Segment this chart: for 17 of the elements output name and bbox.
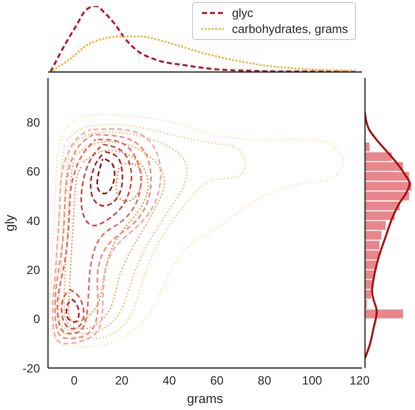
x-tick-label: 0: [70, 374, 78, 388]
y-tick-label: 60: [26, 164, 40, 179]
y-tick-label: 40: [26, 214, 40, 228]
y-tick-label: 0: [33, 312, 40, 326]
x-axis-title: grams: [186, 391, 224, 406]
x-tick-label: 40: [162, 374, 176, 388]
x-tick-label: 100: [302, 374, 322, 388]
y-tick-label: 80: [26, 115, 40, 130]
y-tick-label: 20: [26, 262, 40, 277]
x-tick-label: 120: [350, 374, 370, 388]
legend-label: glyc: [232, 5, 254, 21]
x-tick-label: 60: [210, 374, 224, 388]
x-tick-label: 80: [258, 374, 272, 388]
legend-label: carbohydrates, grams: [232, 21, 348, 37]
x-tick-label: 20: [115, 374, 129, 388]
y-axis-title: gly: [2, 214, 16, 232]
y-tick-label: -20: [22, 361, 40, 376]
